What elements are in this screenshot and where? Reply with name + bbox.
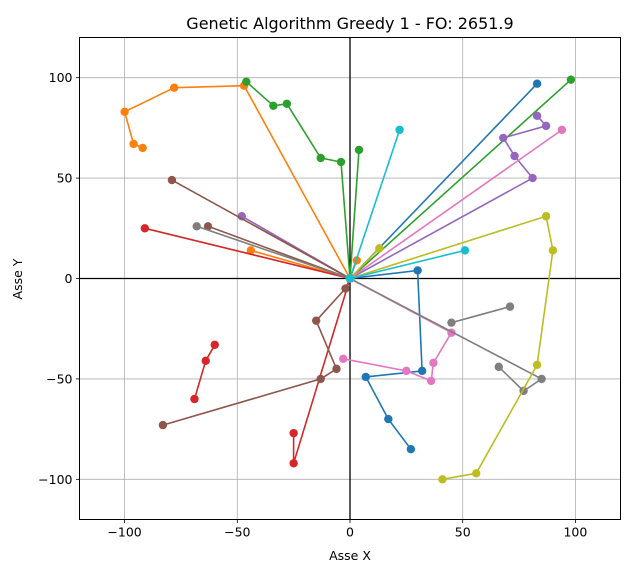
data-point [289,428,298,438]
series-route-21 [447,302,515,327]
series-line [349,129,563,280]
data-point [361,372,370,382]
series-line [349,249,466,280]
data-point [190,394,199,404]
series-line [349,129,401,279]
data-point [158,420,168,430]
series-line [245,81,351,279]
data-point [413,266,422,275]
series-line [171,179,351,280]
data-point [384,414,393,424]
data-point [341,284,350,293]
data-point [447,318,456,327]
x-tick-label: 100 [563,525,587,540]
x-axis-label: Asse X [329,548,371,563]
data-point [438,475,447,484]
data-point [316,153,325,163]
data-point [548,246,558,255]
data-point [269,101,278,110]
data-point [311,316,321,325]
data-point [429,358,438,368]
data-point [472,469,481,478]
series-layer [120,75,576,484]
y-tick-label: −100 [38,472,72,487]
data-point [417,366,427,376]
data-point [541,212,551,221]
data-point [557,125,567,135]
data-point [242,77,251,86]
data-point [167,175,177,185]
data-point [566,75,576,84]
data-point [532,111,542,121]
data-point [169,83,179,92]
y-tick-label: 100 [49,70,73,85]
data-point [406,445,416,454]
series-line [144,227,351,280]
data-point [332,364,341,374]
x-tick-label: −100 [107,525,141,540]
series-route-23 [345,212,558,484]
series-line [349,79,572,280]
data-point [129,139,138,149]
data-point [138,143,147,153]
series-line [196,225,351,280]
series-line [349,277,543,392]
data-point [339,354,348,364]
data-point [541,121,551,131]
series-line [349,149,360,279]
data-point [499,133,508,143]
series-line [451,305,511,324]
data-point [494,362,503,372]
data-point [336,157,346,167]
data-point [460,246,470,255]
data-point [282,99,292,108]
y-axis-label: Asse Y [10,258,25,299]
data-point [532,360,542,370]
series-route-7 [242,77,355,283]
data-point [354,145,364,155]
ticks: −100 −50 0 50 100 −100 −50 0 50 100 [38,70,587,539]
series-line [349,269,423,450]
data-point [289,459,298,468]
y-tick-label: 0 [65,271,73,286]
data-point [528,173,537,183]
series-route-25 [345,246,470,283]
data-point [316,374,325,384]
data-point [201,356,210,366]
chart-title: Genetic Algorithm Greedy 1 - FO: 2651.9 [186,14,513,33]
data-point [192,222,201,231]
x-tick-label: 0 [346,525,354,540]
data-point [402,366,411,376]
data-point [140,224,150,233]
data-point [395,125,404,135]
data-point [210,340,219,349]
data-point [532,79,542,88]
data-point [246,246,256,255]
x-tick-label: 50 [455,525,471,540]
data-point [510,151,519,161]
data-point [505,302,515,311]
data-point [426,376,436,386]
y-tick-label: 50 [57,171,73,186]
data-point [345,274,355,283]
data-point [537,374,546,384]
series-route-11 [190,340,219,404]
data-point [120,107,129,117]
x-tick-label: −50 [224,525,250,540]
series-line [349,247,380,280]
data-point [203,222,213,231]
series-line [349,215,554,481]
data-point [375,244,384,253]
y-tick-label: −50 [46,371,72,386]
